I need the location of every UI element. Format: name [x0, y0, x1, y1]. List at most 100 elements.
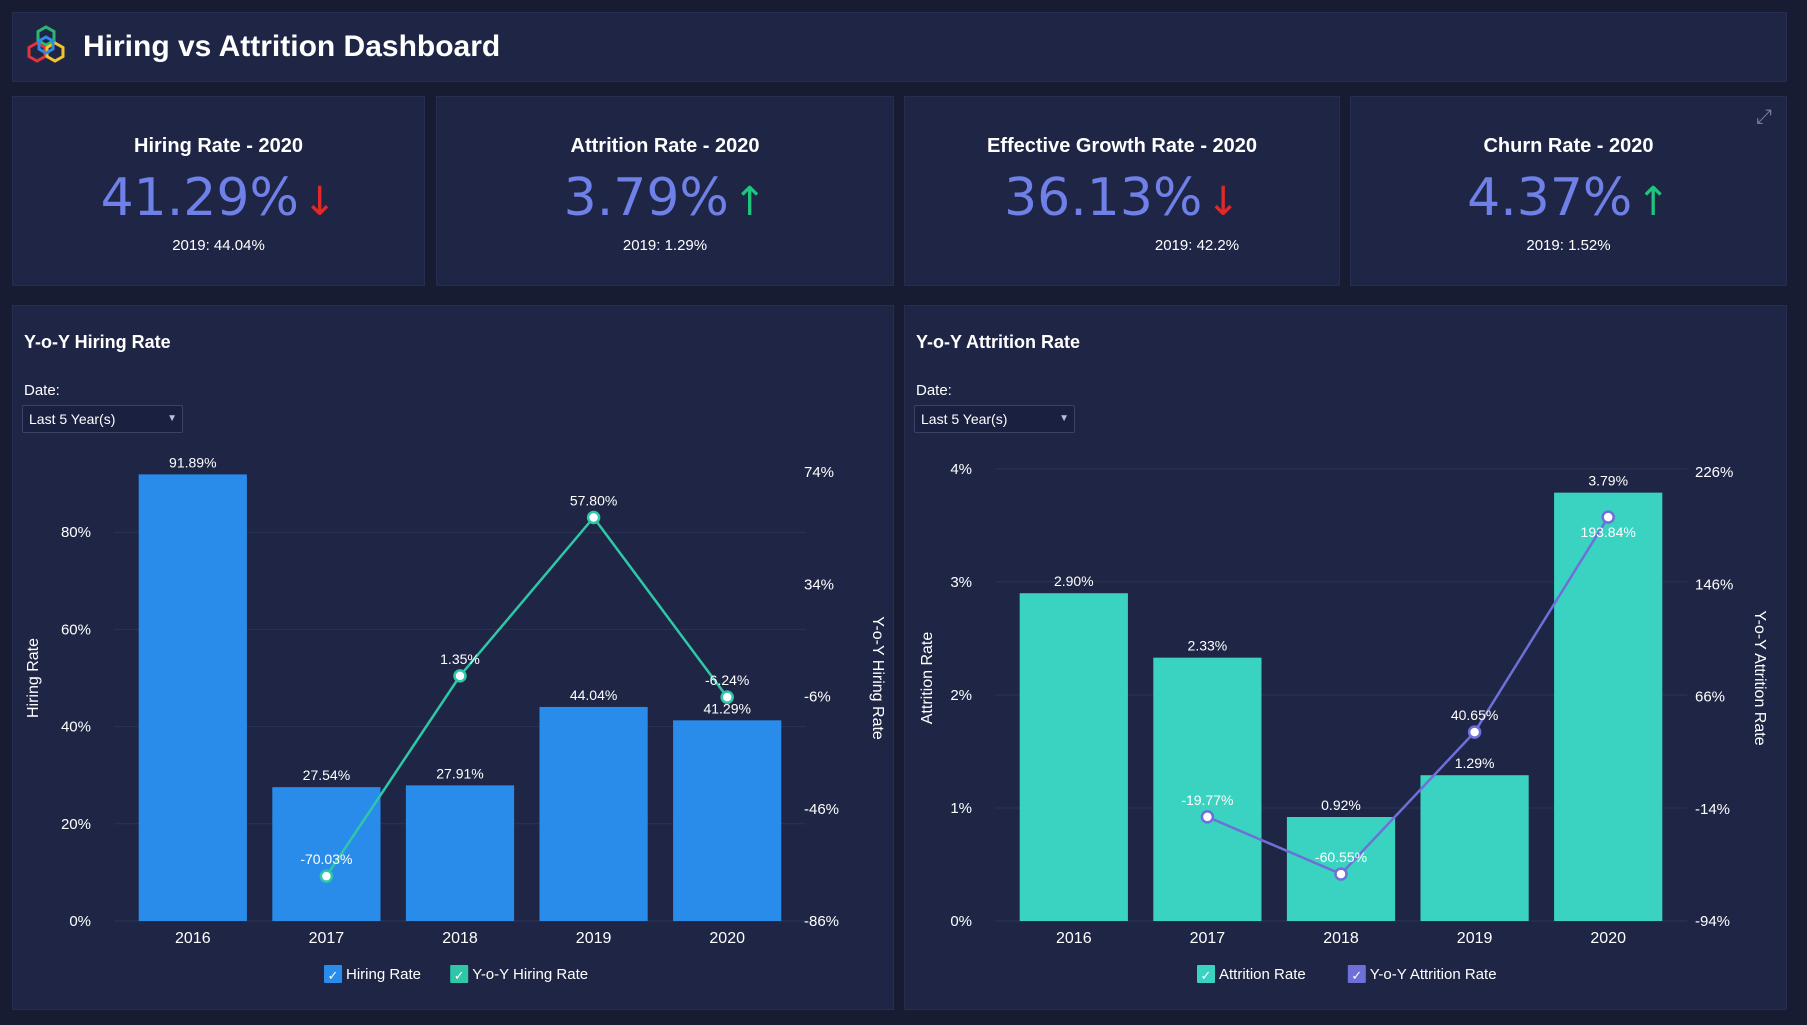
line-point [319, 869, 334, 883]
chevron-down-icon: ▼ [167, 413, 177, 424]
legend-swatch [324, 965, 342, 983]
legend-label: Y-o-Y Hiring Rate [472, 966, 588, 983]
x-tick-label: 2016 [175, 930, 211, 947]
arrow-up-icon: ↑ [732, 179, 767, 225]
bar-data-label: 27.54% [303, 767, 350, 783]
y2-tick-label: 74% [804, 464, 834, 481]
attrition-chart-panel: Y-o-Y Attrition Rate Date: Last 5 Year(s… [904, 305, 1787, 1010]
arrow-up-icon: ↑ [1636, 179, 1670, 225]
bar-data-label: 91.89% [169, 454, 216, 470]
y2-tick-label: -6% [804, 689, 831, 706]
bar-data-label: 27.91% [436, 765, 483, 781]
x-tick-label: 2020 [709, 930, 745, 947]
kpi-previous: 2019: 44.04% [172, 237, 265, 254]
bar [1153, 657, 1262, 921]
legend-label: Hiring Rate [346, 966, 421, 983]
line-point [1467, 725, 1482, 739]
line-point [720, 690, 734, 704]
check-icon: ✓ [454, 968, 465, 983]
bar-data-label: 0.92% [1321, 797, 1361, 813]
y2-tick-label: 66% [1695, 689, 1725, 706]
attrition-chart: 0% 1% 2% 3% 4% 226% 146% 66% -14% -94% Attrition R… [919, 461, 1768, 983]
line-series [325, 515, 729, 877]
line-point [1601, 510, 1615, 524]
date-filter-value: Last 5 Year(s) [29, 411, 116, 427]
x-tick-label: 2017 [309, 930, 345, 947]
y-tick-label: 40% [61, 719, 91, 736]
bar [272, 787, 381, 921]
legend-swatch [450, 965, 469, 983]
kpi-value: 3.79% [563, 168, 729, 228]
hiring-chart: 0% 20% 40% 60% 80% 74% 34% -6% -46% -86% Hiring Ra… [25, 454, 886, 983]
bar [405, 785, 515, 921]
y2-tick-label: 34% [804, 576, 834, 593]
y-tick-label: 0% [69, 913, 91, 930]
y2-axis-title: Y-o-Y Hiring Rate [869, 616, 886, 740]
bar-data-label: 1.29% [1455, 755, 1495, 771]
x-tick-label: 2018 [1323, 930, 1359, 947]
check-icon: ✓ [328, 968, 339, 983]
x-tick-label: 2019 [576, 930, 612, 947]
kpi-value: 4.37% [1467, 168, 1633, 228]
y2-tick-label: 226% [1695, 464, 1733, 481]
check-icon: ✓ [1201, 968, 1212, 983]
bar [1019, 593, 1128, 921]
legend-swatch [1197, 965, 1215, 983]
legend-swatch [1347, 965, 1366, 983]
x-tick-label: 2017 [1190, 930, 1226, 947]
y-axis-title: Hiring Rate [25, 638, 42, 718]
y2-tick-label: -94% [1695, 913, 1730, 930]
bar-data-label: 2.33% [1188, 638, 1228, 654]
kpi-card-hiring: Hiring Rate - 2020 41.29% ↓ 2019: 44.04% [12, 96, 425, 286]
line-data-label: 193.84% [1581, 524, 1636, 540]
panel-title: Y-o-Y Hiring Rate [24, 332, 171, 352]
line-series [1206, 516, 1610, 876]
page-title: Hiring vs Attrition Dashboard [83, 30, 501, 63]
kpi-card-growth: Effective Growth Rate - 2020 36.13% ↓ 20… [904, 96, 1340, 286]
expand-icon[interactable]: ⤢ [1756, 106, 1772, 128]
bar-data-label: 44.04% [570, 687, 617, 703]
kpi-title: Hiring Rate - 2020 [134, 135, 303, 157]
kpi-value: 36.13% [1004, 168, 1203, 228]
x-tick-label: 2020 [1590, 930, 1626, 947]
line-data-label: 1.35% [440, 651, 480, 667]
dashboard-header: Hiring vs Attrition Dashboard [12, 12, 1787, 82]
bar-data-label: 2.90% [1054, 573, 1094, 589]
y-axis-title: Attrition Rate [919, 632, 936, 725]
arrow-down-icon: ↓ [1206, 179, 1240, 225]
bar [138, 474, 247, 921]
kpi-card-churn: ⤢ Churn Rate - 2020 4.37% ↑ 2019: 1.52% [1350, 96, 1787, 286]
y2-axis-title: Y-o-Y Attrition Rate [1751, 610, 1768, 745]
kpi-title: Attrition Rate - 2020 [570, 135, 760, 157]
y2-tick-label: -46% [804, 801, 839, 818]
line-data-label: -70.03% [300, 851, 352, 867]
y-tick-label: 60% [61, 621, 91, 638]
y-tick-label: 2% [950, 687, 972, 704]
y-tick-label: 4% [950, 461, 972, 478]
legend-label: Attrition Rate [1219, 966, 1306, 983]
kpi-previous: 2019: 1.52% [1526, 237, 1611, 254]
y2-tick-label: -86% [804, 913, 839, 930]
date-filter-select[interactable]: Last 5 Year(s) ▼ [914, 405, 1075, 433]
date-filter-select[interactable]: Last 5 Year(s) ▼ [22, 405, 183, 433]
y-tick-label: 80% [61, 524, 91, 541]
legend-label: Y-o-Y Attrition Rate [1370, 966, 1497, 983]
y-tick-label: 1% [950, 800, 972, 817]
x-tick-label: 2016 [1056, 930, 1092, 947]
kpi-value: 41.29% [100, 168, 299, 228]
bar-data-label: 3.79% [1588, 473, 1628, 489]
y-tick-label: 3% [950, 574, 972, 591]
check-icon: ✓ [1351, 968, 1362, 983]
kpi-title: Effective Growth Rate - 2020 [986, 135, 1258, 157]
bar-data-label: 41.29% [703, 700, 750, 716]
date-filter-label: Date: [916, 382, 952, 399]
bar [539, 706, 648, 921]
hiring-chart-panel: Y-o-Y Hiring Rate Date: Last 5 Year(s) ▼… [12, 305, 894, 1010]
line-data-label: 57.80% [570, 492, 617, 508]
y-tick-label: 20% [61, 816, 91, 833]
arrow-down-icon: ↓ [302, 179, 337, 225]
line-data-label: -60.55% [1315, 849, 1367, 865]
kpi-title: Churn Rate - 2020 [1483, 135, 1654, 157]
line-point [453, 669, 467, 683]
line-point [1334, 867, 1348, 881]
